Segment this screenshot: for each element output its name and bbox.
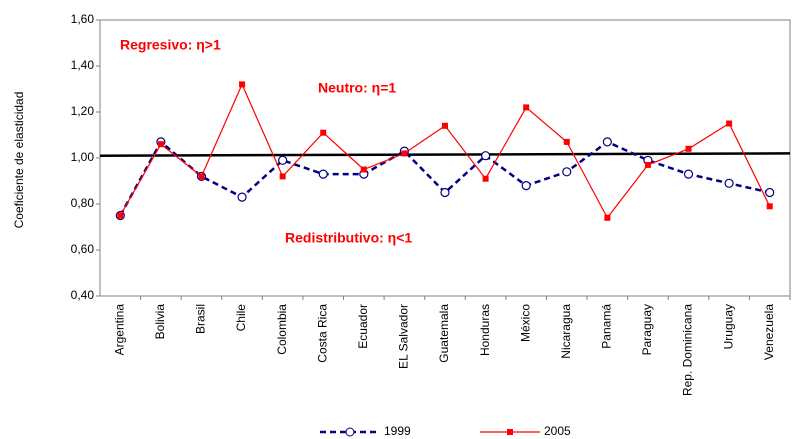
x-tick-label: Guatemala (437, 304, 451, 363)
marker (523, 104, 530, 111)
reference-line (99, 152, 791, 157)
x-tick-label: Uruguay (721, 304, 735, 349)
marker (644, 161, 651, 168)
marker (480, 151, 491, 161)
y-tick-label: 1,60 (71, 12, 95, 26)
marker (562, 167, 572, 177)
plot-area (99, 19, 791, 297)
y-tick-label: 0,60 (71, 242, 95, 256)
marker (482, 175, 489, 182)
y-tick-label: 1,40 (71, 58, 95, 72)
marker (401, 150, 408, 157)
marker (318, 169, 328, 179)
marker (726, 120, 733, 127)
marker (440, 187, 450, 198)
x-tick-label: Nicaragua (559, 304, 573, 359)
x-tick-label: Ecuador (356, 304, 370, 349)
marker (724, 178, 734, 188)
marker (237, 192, 247, 202)
annotation: Neutro: η=1 (318, 80, 396, 96)
x-tick-label: Argentina (112, 304, 126, 356)
x-tick-label: EL Salvador (397, 304, 411, 369)
marker (157, 141, 164, 148)
x-tick-label: Honduras (478, 304, 492, 356)
x-tick-label: México (518, 304, 532, 342)
marker (683, 169, 694, 179)
legend-label: 2005 (544, 424, 571, 438)
x-tick-label: Rep. Dominicana (681, 304, 695, 396)
marker (279, 173, 286, 180)
marker (198, 173, 205, 180)
x-tick-label: Paraguay (640, 304, 654, 355)
legend-marker (507, 429, 513, 435)
marker (117, 212, 124, 219)
y-tick-label: 0,80 (71, 196, 95, 210)
marker (604, 214, 611, 221)
x-tick-label: Panamá (600, 304, 614, 349)
marker (360, 166, 367, 173)
marker (320, 129, 327, 136)
y-axis-label: Coeficiente de elasticidad (12, 92, 26, 229)
marker (765, 187, 775, 198)
marker (239, 81, 246, 88)
annotation: Regresivo: η>1 (120, 37, 221, 53)
series-line (119, 82, 771, 219)
marker (766, 203, 773, 210)
x-tick-label: Bolivia (153, 304, 167, 340)
marker (602, 137, 612, 147)
y-tick-label: 1,20 (71, 104, 95, 118)
legend-label: 1999 (384, 424, 411, 438)
x-tick-label: Colombia (275, 304, 289, 355)
marker (685, 145, 692, 152)
y-tick-label: 0,40 (71, 288, 95, 302)
marker (521, 181, 531, 191)
marker (563, 138, 570, 145)
marker (442, 122, 448, 129)
x-tick-label: Chile (234, 304, 248, 332)
x-tick-label: Costa Rica (315, 304, 329, 363)
marker (278, 155, 288, 165)
x-tick-label: Venezuela (762, 304, 776, 360)
x-tick-label: Brasil (194, 304, 208, 334)
y-tick-label: 1,00 (71, 150, 95, 164)
legend-marker (345, 427, 355, 437)
annotation: Redistributivo: η<1 (285, 230, 412, 246)
